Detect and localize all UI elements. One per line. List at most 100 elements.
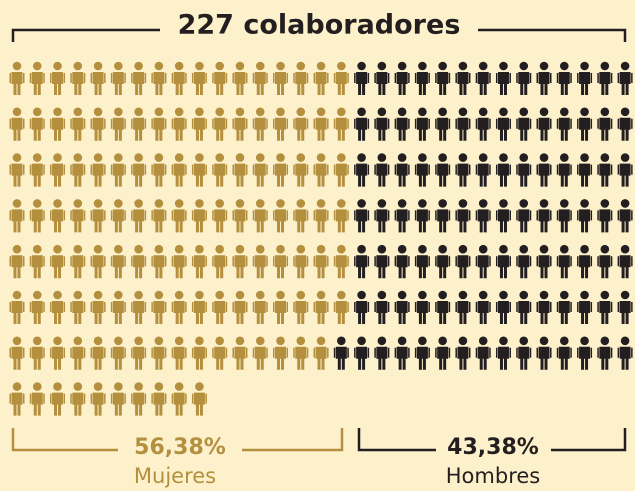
person-icon	[252, 199, 268, 233]
person-icon	[414, 107, 430, 141]
person-icon	[70, 153, 86, 187]
person-icon	[90, 336, 106, 370]
person-icon	[536, 290, 552, 324]
person-icon	[110, 382, 126, 416]
person-icon	[597, 244, 613, 279]
person-icon	[495, 290, 511, 324]
person-icon	[475, 199, 491, 233]
person-icon	[333, 244, 349, 279]
person-icon	[394, 199, 410, 233]
person-icon	[273, 290, 289, 324]
person-icon	[414, 244, 430, 279]
person-icon	[394, 107, 410, 141]
person-icon	[212, 244, 228, 279]
person-icon	[495, 244, 511, 279]
person-icon	[354, 153, 370, 187]
person-icon	[90, 107, 106, 141]
person-icon	[110, 244, 126, 279]
person-icon	[536, 336, 552, 370]
person-icon	[212, 153, 228, 187]
person-icon	[495, 199, 511, 233]
person-icon	[191, 382, 207, 416]
person-icon	[435, 153, 451, 187]
person-icon	[435, 199, 451, 233]
person-icon	[29, 199, 45, 233]
person-icon	[131, 244, 147, 279]
person-icon	[435, 336, 451, 370]
person-icon	[354, 107, 370, 141]
person-icon	[475, 61, 491, 95]
person-icon	[617, 153, 633, 187]
person-icon	[29, 153, 45, 187]
person-icon	[313, 153, 329, 187]
person-icon	[191, 107, 207, 141]
person-icon	[516, 244, 532, 279]
person-icon	[273, 244, 289, 279]
person-icon	[70, 382, 86, 416]
person-icon	[273, 336, 289, 370]
person-icon	[597, 290, 613, 324]
person-icon	[455, 244, 471, 279]
person-icon	[232, 290, 248, 324]
person-icon	[374, 107, 390, 141]
person-icon	[495, 336, 511, 370]
person-icon	[110, 336, 126, 370]
person-icon	[455, 290, 471, 324]
person-icon	[131, 199, 147, 233]
person-icon	[374, 153, 390, 187]
person-icon	[110, 153, 126, 187]
person-icon	[252, 153, 268, 187]
person-icon	[516, 199, 532, 233]
person-icon	[90, 61, 106, 95]
person-icon	[50, 382, 66, 416]
person-icon	[9, 244, 25, 279]
person-icon	[435, 290, 451, 324]
person-icon	[333, 199, 349, 233]
person-icon	[212, 107, 228, 141]
person-icon	[577, 336, 593, 370]
person-icon	[252, 107, 268, 141]
person-icon	[9, 153, 25, 187]
person-icon	[70, 290, 86, 324]
person-icon	[151, 382, 167, 416]
person-icon	[131, 382, 147, 416]
person-icon	[293, 336, 309, 370]
person-icon	[516, 107, 532, 141]
person-icon	[232, 244, 248, 279]
person-icon	[151, 153, 167, 187]
person-icon	[171, 336, 187, 370]
person-icon	[313, 290, 329, 324]
person-icon	[556, 153, 572, 187]
person-icon	[151, 290, 167, 324]
person-icon	[556, 290, 572, 324]
person-icon	[333, 61, 349, 95]
person-icon	[313, 199, 329, 233]
person-icon	[394, 244, 410, 279]
person-icon	[110, 107, 126, 141]
person-icon	[354, 61, 370, 95]
men-percent: 43,38%	[447, 435, 539, 460]
women-percent: 56,38%	[134, 435, 226, 460]
person-icon	[577, 199, 593, 233]
person-icon	[232, 61, 248, 95]
person-icon	[90, 382, 106, 416]
person-icon	[313, 107, 329, 141]
person-icon	[29, 290, 45, 324]
person-icon	[394, 290, 410, 324]
person-icon	[90, 290, 106, 324]
person-icon	[536, 199, 552, 233]
person-icon	[577, 107, 593, 141]
person-icon	[577, 61, 593, 95]
person-icon	[414, 336, 430, 370]
person-icon	[414, 290, 430, 324]
person-icon	[110, 199, 126, 233]
person-icon	[110, 290, 126, 324]
person-icon	[252, 336, 268, 370]
person-icon	[273, 107, 289, 141]
person-icon	[617, 107, 633, 141]
person-icon	[151, 199, 167, 233]
person-icon	[50, 199, 66, 233]
person-icon	[273, 153, 289, 187]
person-icon	[536, 61, 552, 95]
